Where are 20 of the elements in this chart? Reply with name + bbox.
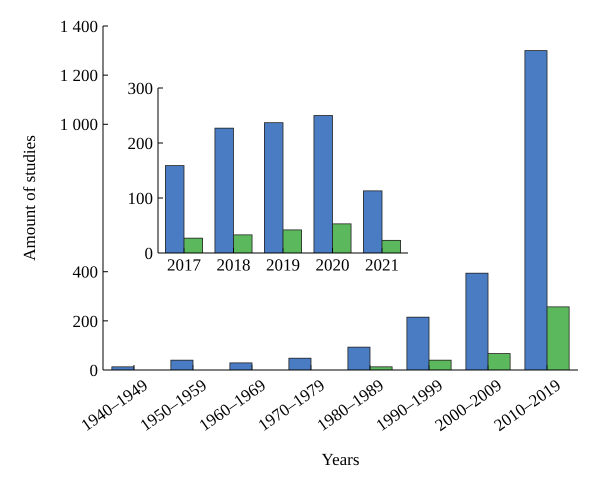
x-tick-label: 2020 — [316, 256, 350, 275]
bar — [288, 358, 312, 370]
x-tick-label: 2018 — [216, 256, 250, 275]
y-tick-label: 1 400 — [60, 16, 98, 36]
y-tick-label: 200 — [128, 134, 153, 153]
x-tick-label: 2019 — [266, 256, 300, 275]
bar — [229, 362, 252, 370]
y-tick-label: 400 — [72, 262, 98, 282]
x-tick-label: 2021 — [365, 256, 400, 275]
y-axis-title: Amount of studies — [20, 135, 39, 261]
y-tick-label: 100 — [128, 188, 153, 208]
y-tick-label: 300 — [128, 78, 153, 98]
x-axis-title: Years — [322, 450, 360, 469]
bar — [170, 360, 194, 370]
y-tick-label: 1 000 — [60, 115, 98, 134]
y-tick-label: 1 200 — [60, 66, 98, 86]
x-tick-label: 2017 — [166, 256, 202, 275]
y-tick-label: 0 — [90, 360, 98, 380]
y-tick-label: 0 — [144, 244, 153, 263]
y-tick-label: 200 — [72, 312, 98, 331]
